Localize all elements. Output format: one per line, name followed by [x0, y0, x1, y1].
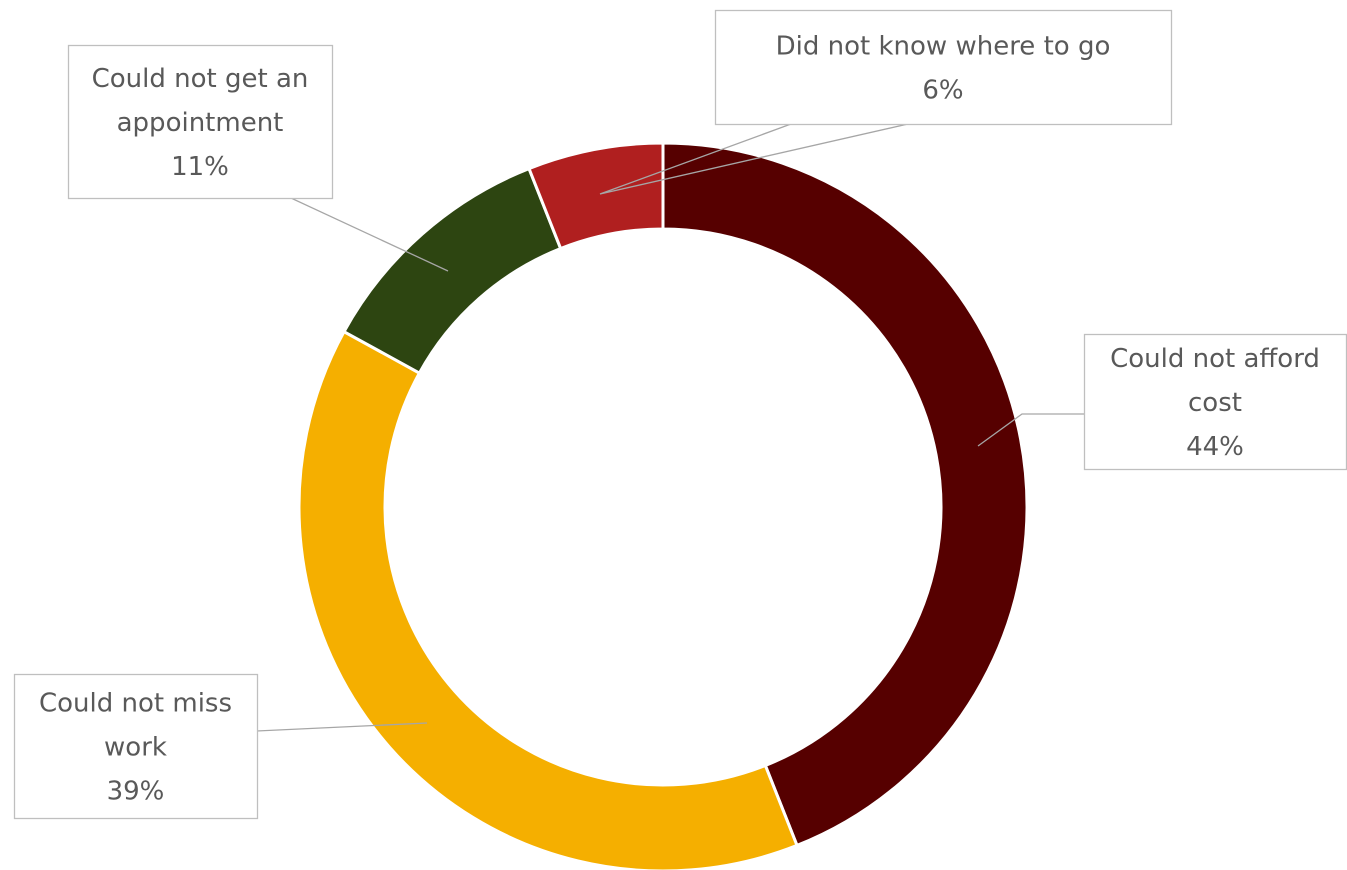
- data-label-value: 6%: [922, 76, 963, 106]
- callout-could-not-miss-work: Could not miss work 39%: [13, 673, 259, 820]
- data-label-callouts: Could not afford cost 44% Could not miss wor…: [13, 9, 1347, 820]
- slice-did-not-know-where-to-go: [527, 141, 665, 251]
- data-label-value: 11%: [171, 152, 229, 182]
- data-label-category: appointment: [117, 108, 284, 138]
- callout-box: [1083, 333, 1347, 471]
- data-label-category: work: [104, 733, 167, 763]
- leader-line-could-not-afford-cost: [977, 413, 1084, 447]
- data-label-category: Could not get an: [92, 64, 309, 94]
- data-label-value: 44%: [1186, 432, 1244, 462]
- callout-box: [13, 673, 259, 820]
- callout-box: [67, 44, 334, 200]
- leader-line-did-not-know-where-to-go: [599, 123, 909, 195]
- callout-box: [714, 9, 1173, 126]
- slice-could-not-afford-cost: [661, 141, 1029, 848]
- slice-could-not-get-appointment: [341, 166, 563, 376]
- slice-could-not-miss-work: [297, 329, 799, 870]
- data-label-value: 39%: [107, 777, 165, 807]
- data-label-category: cost: [1188, 388, 1242, 418]
- data-label-category: Could not miss: [39, 689, 232, 719]
- callout-could-not-get-appointment: Could not get an appointment 11%: [67, 44, 334, 200]
- callout-did-not-know-where-to-go: Did not know where to go 6%: [714, 9, 1173, 126]
- donut-slices: [297, 141, 1029, 870]
- callout-could-not-afford-cost: Could not afford cost 44%: [1083, 333, 1347, 471]
- data-label-category: Could not afford: [1110, 344, 1320, 374]
- data-label-category: Did not know where to go: [776, 32, 1111, 62]
